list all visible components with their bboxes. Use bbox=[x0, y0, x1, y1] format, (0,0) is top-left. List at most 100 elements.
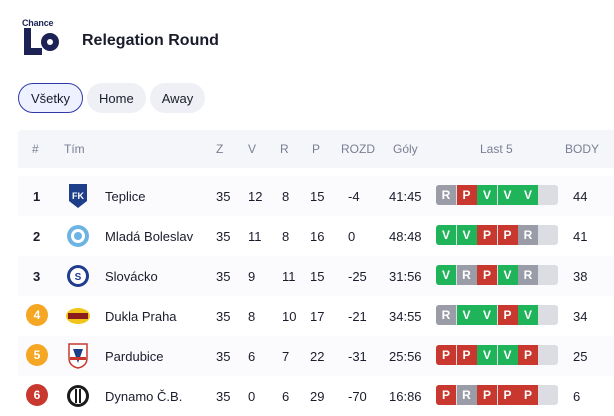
chance-liga-logo: Chance bbox=[22, 18, 64, 64]
filter-all-button[interactable]: Všetky bbox=[18, 83, 84, 113]
dynamo-cb-crest-icon bbox=[66, 383, 90, 409]
dukla-praha-crest-icon bbox=[66, 303, 90, 329]
form-result-draw: R bbox=[518, 265, 538, 285]
played: 35 bbox=[216, 229, 231, 244]
table-row[interactable]: 2 Mladá Boleslav 35 11 8 16 0 48:48 41 V V P P R bbox=[18, 216, 614, 256]
filter-home-button[interactable]: Home bbox=[87, 83, 146, 113]
goals: 48:48 bbox=[389, 229, 422, 244]
table-body: 1 FK Teplice 35 12 8 15 -4 41:45 44 R P V V V 2 Mladá Bo… bbox=[18, 176, 614, 416]
form-result-win: V bbox=[518, 305, 538, 325]
points: 6 bbox=[573, 389, 581, 404]
mlada-boleslav-crest-icon bbox=[66, 223, 90, 249]
rank-badge: 5 bbox=[26, 344, 48, 366]
form-result-draw: R bbox=[436, 305, 456, 325]
form-result-loss: P bbox=[456, 185, 477, 205]
points: 41 bbox=[573, 229, 588, 244]
points: 34 bbox=[573, 309, 588, 324]
table-row[interactable]: 6 Dynamo Č.B. 35 0 6 29 -70 16:86 6 P R P P P bbox=[18, 376, 614, 416]
losses: 29 bbox=[310, 389, 325, 404]
team-name[interactable]: Slovácko bbox=[105, 269, 158, 284]
header-last5: Last 5 bbox=[480, 142, 513, 156]
form-result-win: V bbox=[518, 185, 538, 205]
goals: 34:55 bbox=[389, 309, 422, 324]
form-result-win: V bbox=[436, 265, 456, 285]
form-result-win: V bbox=[477, 345, 497, 365]
form-result-win: V bbox=[477, 185, 497, 205]
league-logo-icon bbox=[24, 28, 59, 55]
goals: 16:86 bbox=[389, 389, 422, 404]
header-wins: V bbox=[248, 142, 257, 156]
header-goal-diff: ROZD bbox=[341, 142, 375, 156]
draws: 10 bbox=[282, 309, 297, 324]
form-result-loss: P bbox=[456, 345, 477, 365]
form-result-win: V bbox=[497, 265, 518, 285]
wins: 6 bbox=[248, 349, 256, 364]
goal-diff: -70 bbox=[348, 389, 367, 404]
played: 35 bbox=[216, 309, 231, 324]
draws: 8 bbox=[282, 229, 290, 244]
goals: 25:56 bbox=[389, 349, 422, 364]
form-result-loss: P bbox=[436, 345, 456, 365]
standings-table: # Tím Z V R P ROZD Góly Last 5 BODY 1 FK T… bbox=[18, 130, 614, 416]
form-result-loss: P bbox=[497, 385, 518, 405]
table-row[interactable]: 4 Dukla Praha 35 8 10 17 -21 34:55 34 R V V P V bbox=[18, 296, 614, 336]
header-goals: Góly bbox=[393, 142, 418, 156]
filter-tabs: Všetky Home Away bbox=[18, 83, 206, 113]
svg-text:S: S bbox=[75, 272, 82, 283]
losses: 16 bbox=[310, 229, 325, 244]
table-row[interactable]: 5 Pardubice 35 6 7 22 -31 25:56 25 P P V V P bbox=[18, 336, 614, 376]
pardubice-crest-icon bbox=[66, 343, 90, 369]
rank: 1 bbox=[33, 189, 41, 204]
header: Chance Relegation Round bbox=[22, 18, 219, 64]
played: 35 bbox=[216, 349, 231, 364]
form-result-loss: P bbox=[477, 385, 497, 405]
form-result-loss: P bbox=[518, 385, 538, 405]
wins: 12 bbox=[248, 189, 263, 204]
header-losses: P bbox=[312, 142, 321, 156]
losses: 17 bbox=[310, 309, 325, 324]
form-result-loss: P bbox=[497, 225, 518, 245]
rank-badge: 4 bbox=[26, 304, 48, 326]
points: 25 bbox=[573, 349, 588, 364]
header-points: BODY bbox=[565, 142, 600, 156]
header-played: Z bbox=[216, 142, 224, 156]
draws: 11 bbox=[282, 269, 296, 284]
goal-diff: -21 bbox=[348, 309, 367, 324]
form-result-draw: R bbox=[436, 185, 456, 205]
team-name[interactable]: Pardubice bbox=[105, 349, 164, 364]
team-name[interactable]: Dukla Praha bbox=[105, 309, 177, 324]
rank-badge: 6 bbox=[26, 384, 48, 406]
slovacko-crest-icon: S bbox=[66, 263, 90, 289]
team-name[interactable]: Dynamo Č.B. bbox=[105, 389, 183, 404]
rank: 3 bbox=[33, 269, 41, 284]
form-result-loss: P bbox=[436, 385, 456, 405]
draws: 7 bbox=[282, 349, 290, 364]
table-row[interactable]: 1 FK Teplice 35 12 8 15 -4 41:45 44 R P V V V bbox=[18, 176, 614, 216]
form-result-win: V bbox=[497, 345, 518, 365]
wins: 9 bbox=[248, 269, 256, 284]
goal-diff: 0 bbox=[348, 229, 356, 244]
form-result-loss: P bbox=[518, 345, 538, 365]
form-result-win: V bbox=[497, 185, 518, 205]
form-result-draw: R bbox=[456, 385, 477, 405]
goal-diff: -4 bbox=[348, 189, 360, 204]
filter-away-button[interactable]: Away bbox=[149, 83, 206, 113]
goals: 41:45 bbox=[389, 189, 422, 204]
table-row[interactable]: 3 S Slovácko 35 9 11 15 -25 31:56 38 V R P V R bbox=[18, 256, 614, 296]
played: 35 bbox=[216, 389, 231, 404]
form-result-loss: P bbox=[477, 265, 497, 285]
brand-name: Chance bbox=[22, 18, 54, 28]
svg-text:FK: FK bbox=[72, 191, 84, 201]
header-draws: R bbox=[280, 142, 289, 156]
played: 35 bbox=[216, 189, 231, 204]
wins: 0 bbox=[248, 389, 256, 404]
form-result-loss: P bbox=[497, 305, 518, 325]
team-name[interactable]: Mladá Boleslav bbox=[105, 229, 194, 244]
goals: 31:56 bbox=[389, 269, 422, 284]
team-name[interactable]: Teplice bbox=[105, 189, 146, 204]
page-title: Relegation Round bbox=[82, 32, 219, 49]
